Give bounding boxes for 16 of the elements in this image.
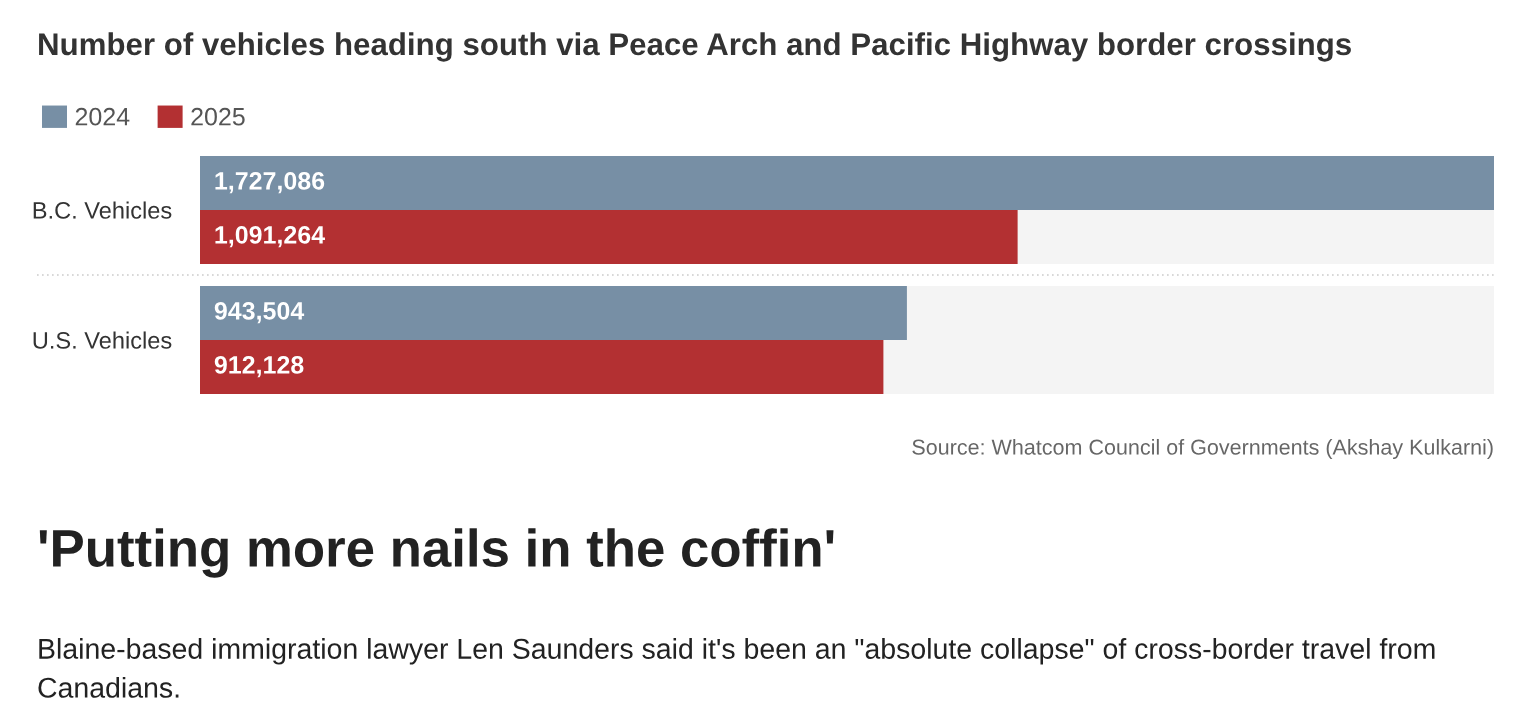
data-label: 1,091,264 xyxy=(215,226,325,248)
y-tick-label: B.C. Vehicles xyxy=(33,201,172,219)
bar xyxy=(200,156,1494,210)
data-label: 943,504 xyxy=(214,302,305,324)
y-tick-label: U.S. Vehicles xyxy=(33,331,172,349)
data-label: 1,727,086 xyxy=(215,172,325,194)
legend-label: 2025 xyxy=(191,107,245,126)
bar xyxy=(200,286,907,340)
chart-title: Number of vehicles heading south via Peace Arch and Pacific Highway border crossings xyxy=(39,32,1351,62)
legend-label: 2024 xyxy=(75,107,130,126)
bar xyxy=(200,340,884,394)
source-note: Source: Whatcom Council of Governments (Akshay Kulkarni) xyxy=(912,438,1493,460)
text: Blaine-based immigration lawyer Len Saunders said it's been an "absolute collapse" of cross-border travel from Canadians. xyxy=(38,638,1435,698)
text: 'Putting more nails in the coffin' xyxy=(39,528,834,578)
data-label: 912,128 xyxy=(214,356,304,378)
bar xyxy=(200,210,1018,264)
